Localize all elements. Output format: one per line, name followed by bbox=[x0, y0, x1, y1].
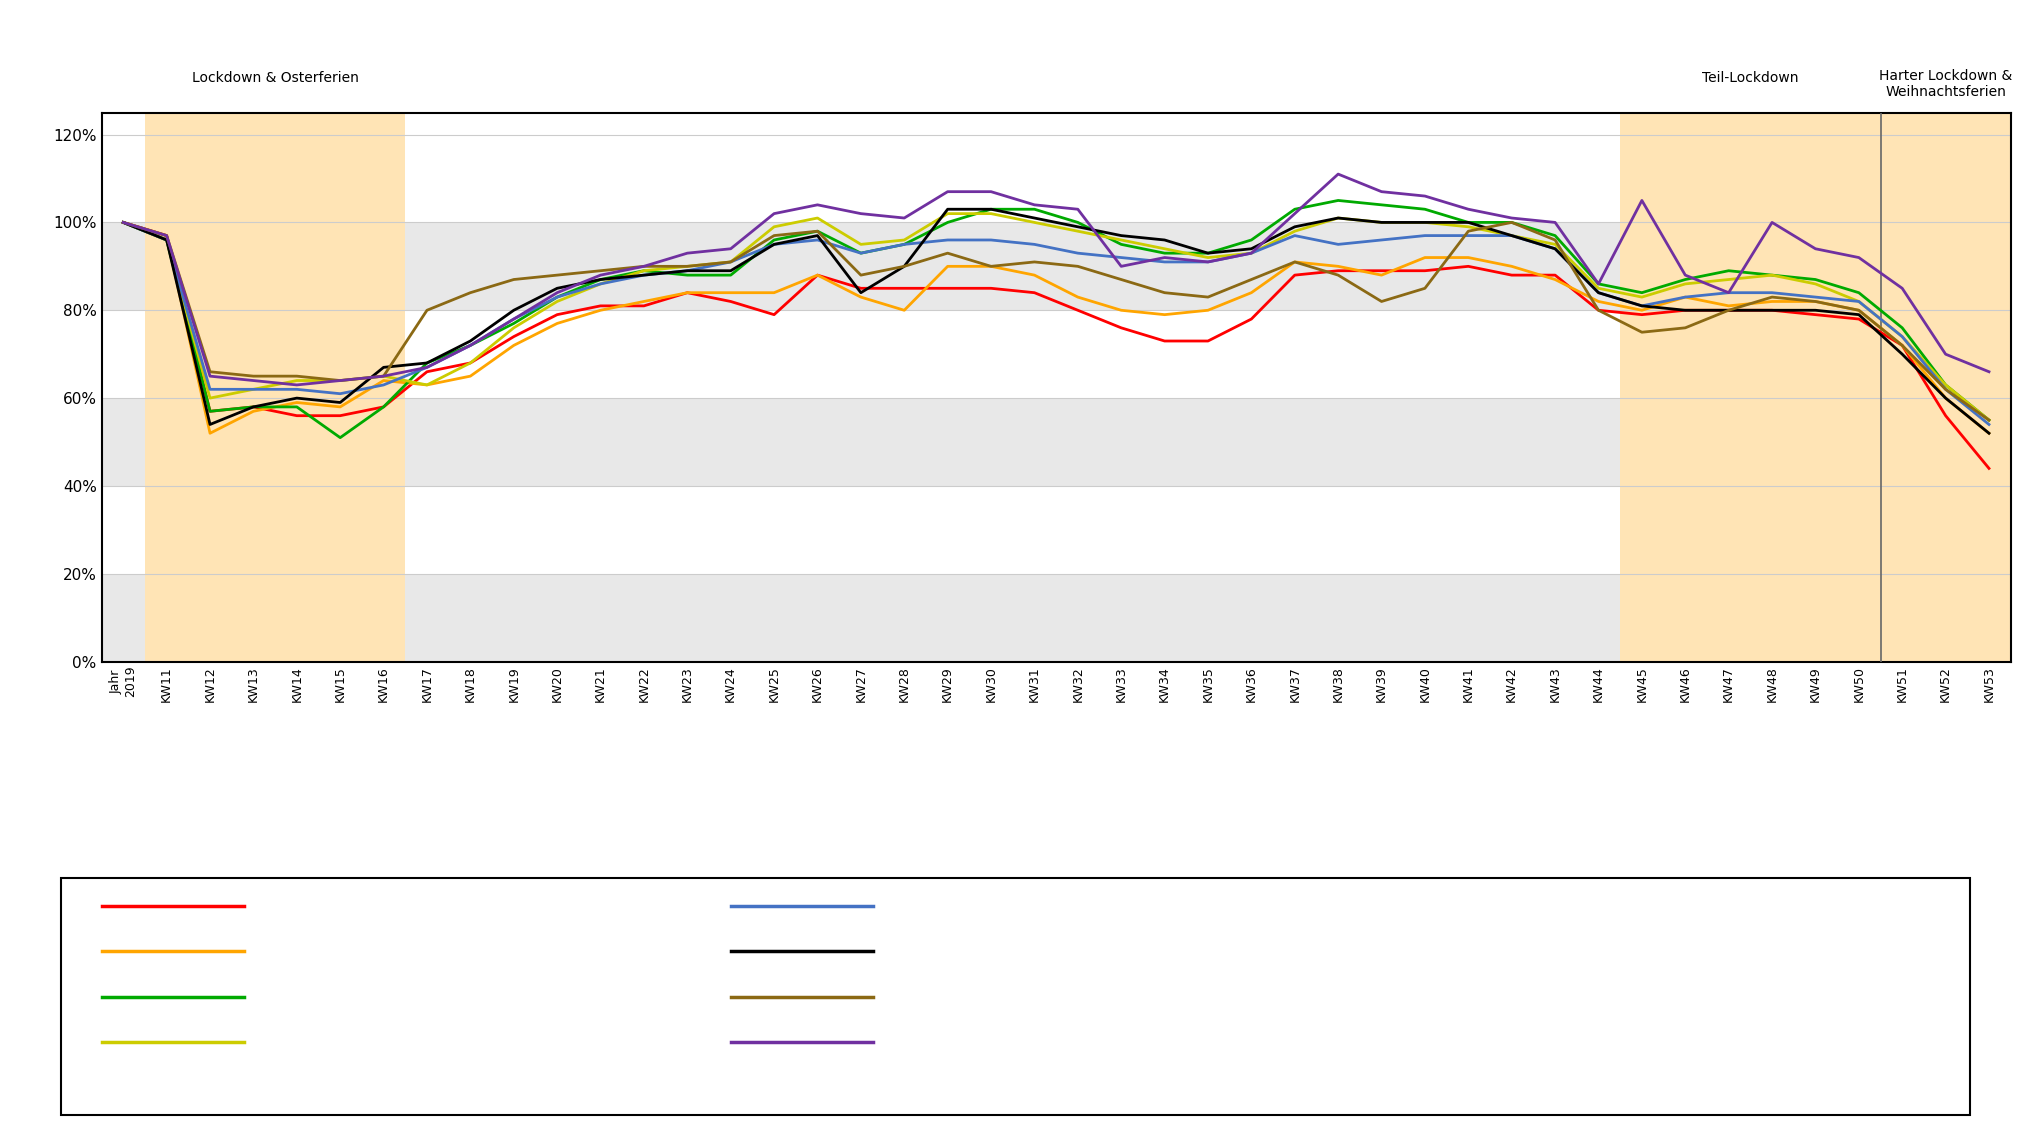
Text: Freiburg Schwarzwaldstraße: Freiburg Schwarzwaldstraße bbox=[893, 945, 1090, 958]
Text: Stuttgart Hohenheimer Straße: Stuttgart Hohenheimer Straße bbox=[264, 945, 475, 958]
Text: Schramberg Oberndorfer Straße: Schramberg Oberndorfer Straße bbox=[893, 990, 1117, 1003]
Text: DTVs 2020 zu jährlichen DTV 2019: DTVs 2020 zu jährlichen DTV 2019 bbox=[1360, 988, 1675, 1006]
Text: Tübingen Mühlstraße: Tübingen Mühlstraße bbox=[893, 1035, 1037, 1048]
Text: Pfinztal Karlsruher Straße: Pfinztal Karlsruher Straße bbox=[264, 1035, 441, 1048]
Bar bbox=[102, 223, 2010, 311]
Text: LU:W: LU:W bbox=[1837, 965, 1894, 983]
Bar bbox=[102, 399, 2010, 486]
Bar bbox=[102, 574, 2010, 662]
Text: Harter Lockdown &
Weihnachtsferien: Harter Lockdown & Weihnachtsferien bbox=[1878, 69, 2012, 99]
Text: Reutlingen Lederstraße-Ost: Reutlingen Lederstraße-Ost bbox=[893, 900, 1084, 913]
Bar bbox=[144, 113, 406, 662]
Text: Lockdown & Osterferien: Lockdown & Osterferien bbox=[191, 71, 359, 84]
Text: Entwicklung des wöchentlichen: Entwicklung des wöchentlichen bbox=[1360, 942, 1642, 960]
Text: Teil-Lockdown: Teil-Lockdown bbox=[1701, 71, 1799, 84]
Bar bbox=[1620, 113, 2010, 662]
Text: Karlsruhe Reinhold-Frank-Straße: Karlsruhe Reinhold-Frank-Straße bbox=[264, 990, 487, 1003]
Text: Stuttgart Am Neckartor: Stuttgart Am Neckartor bbox=[264, 900, 426, 913]
